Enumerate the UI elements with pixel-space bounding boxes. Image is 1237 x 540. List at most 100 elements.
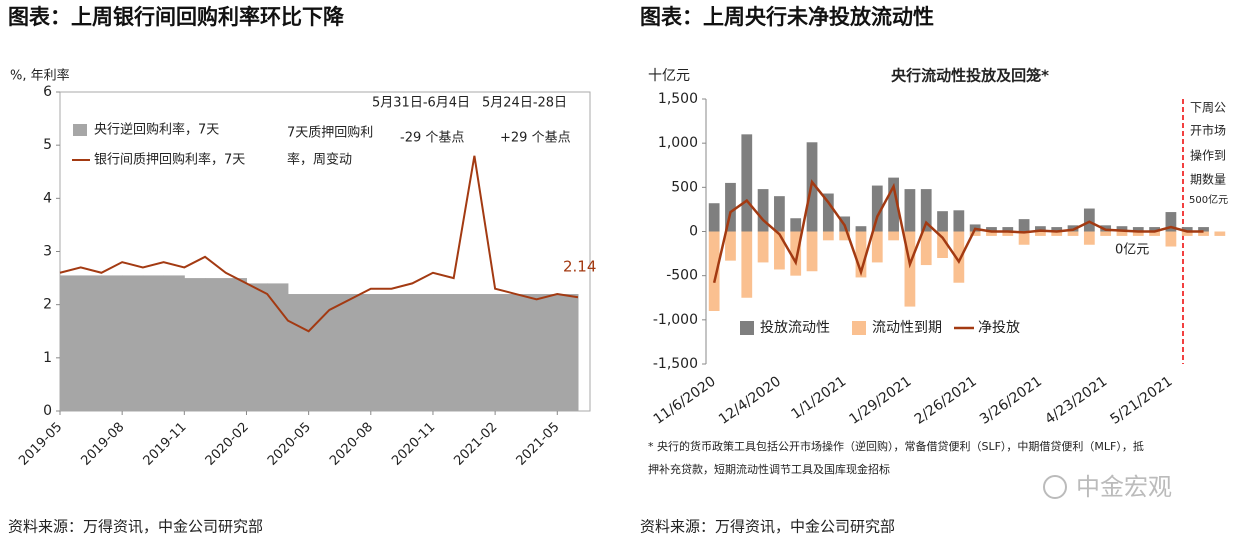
x-tick-label: 1/29/2021 <box>847 373 915 427</box>
bar <box>937 211 948 232</box>
annotation: +29 个基点 <box>500 131 571 146</box>
bar <box>1116 226 1128 232</box>
y-tick-label: -1,000 <box>653 312 698 328</box>
y-tick-label: 6 <box>43 84 52 100</box>
annotation: 7天质押回购利 <box>287 125 373 141</box>
logo <box>1043 475 1067 499</box>
title: 图表：上周银行间回购利率环比下降 <box>8 5 345 29</box>
x-tick-label: 2/26/2021 <box>912 373 980 427</box>
bar <box>790 218 802 232</box>
bar <box>725 182 736 232</box>
bar <box>757 189 769 232</box>
area-step <box>101 275 123 411</box>
bar <box>920 189 932 232</box>
bar <box>1067 231 1079 236</box>
area-step <box>60 275 82 411</box>
annotation: 0亿元 <box>1115 243 1149 258</box>
area-step <box>163 275 185 411</box>
bar <box>871 185 883 232</box>
bar <box>1035 231 1046 236</box>
bar <box>855 226 867 232</box>
bar <box>839 231 851 241</box>
annotation: 500亿元 <box>1189 193 1228 206</box>
bar <box>790 231 802 276</box>
y-tick-label: 5 <box>43 137 52 153</box>
y-tick-label: -500 <box>666 268 698 284</box>
y-tick-label: 500 <box>671 179 698 195</box>
bar <box>888 231 899 241</box>
bar <box>725 231 736 261</box>
x-tick-label: 2020-02 <box>203 420 252 469</box>
bar <box>1181 231 1193 236</box>
bar <box>1165 212 1177 232</box>
bar <box>1198 227 1209 232</box>
x-tick-label: 2020-05 <box>265 420 314 469</box>
chart-title: 央行流动性投放及回笼* <box>891 67 1049 85</box>
x-tick-label: 11/6/2020 <box>651 373 719 427</box>
area-step <box>453 294 475 411</box>
annotation: 5月31日-6月4日 <box>372 96 470 111</box>
watermark: 中金宏观 <box>1076 473 1172 501</box>
area-step <box>80 275 102 411</box>
area-step <box>412 294 434 411</box>
bar <box>1132 231 1144 236</box>
bar <box>774 231 785 270</box>
legend-swatch <box>740 321 754 335</box>
area-step <box>391 294 413 411</box>
title: 图表：上周央行未净投放流动性 <box>640 5 934 29</box>
bar <box>822 231 834 241</box>
x-tick-label: 2021-02 <box>451 420 500 469</box>
area-step <box>287 294 310 411</box>
bar <box>969 231 981 236</box>
x-tick-label: 5/21/2021 <box>1108 373 1176 427</box>
bar <box>1116 231 1128 236</box>
area-step <box>267 283 289 411</box>
x-tick-label: 12/4/2020 <box>716 373 784 427</box>
area-step <box>474 294 496 411</box>
bar <box>1100 231 1112 236</box>
bar <box>1083 231 1095 245</box>
bar <box>1018 231 1030 245</box>
bar <box>855 231 867 278</box>
annotation: 率，周变动 <box>287 152 352 168</box>
y-axis-label: %, 年利率 <box>10 68 70 84</box>
y-tick-label: 1,500 <box>658 91 698 107</box>
x-tick-label: 2020-11 <box>389 420 438 469</box>
x-tick-label: 2020-08 <box>327 420 376 469</box>
x-tick-label: 1/1/2021 <box>789 373 850 422</box>
bar <box>774 196 785 232</box>
bar <box>1149 231 1160 236</box>
area-step <box>432 294 455 411</box>
area-step <box>142 275 165 411</box>
bar <box>741 134 753 232</box>
x-tick-label: 2019-11 <box>141 420 190 469</box>
annotation: 操作到 <box>1190 148 1226 163</box>
bar <box>871 231 883 263</box>
area-step <box>184 278 206 411</box>
bar <box>986 231 997 236</box>
bar <box>1035 226 1046 232</box>
legend-label: 流动性到期 <box>872 320 942 336</box>
area-step <box>225 278 247 411</box>
x-tick-label: 2019-08 <box>78 420 127 469</box>
y-tick-label: 1,000 <box>658 135 698 151</box>
y-tick-label: 1 <box>43 350 52 366</box>
area-step <box>536 294 558 411</box>
bar <box>953 210 965 232</box>
bar <box>708 203 720 232</box>
y-tick-label: 0 <box>43 403 52 419</box>
area-step <box>205 278 227 411</box>
annotation: 5月24日-28日 <box>482 96 567 111</box>
bar <box>1165 231 1177 247</box>
bar <box>708 231 720 311</box>
bar <box>1002 231 1014 236</box>
area-step <box>370 294 393 411</box>
line <box>59 155 579 333</box>
bar <box>757 231 769 263</box>
bar <box>1083 208 1095 232</box>
bar <box>1002 227 1014 232</box>
bar <box>1018 219 1030 232</box>
bar <box>953 231 965 283</box>
bar <box>1132 227 1144 232</box>
